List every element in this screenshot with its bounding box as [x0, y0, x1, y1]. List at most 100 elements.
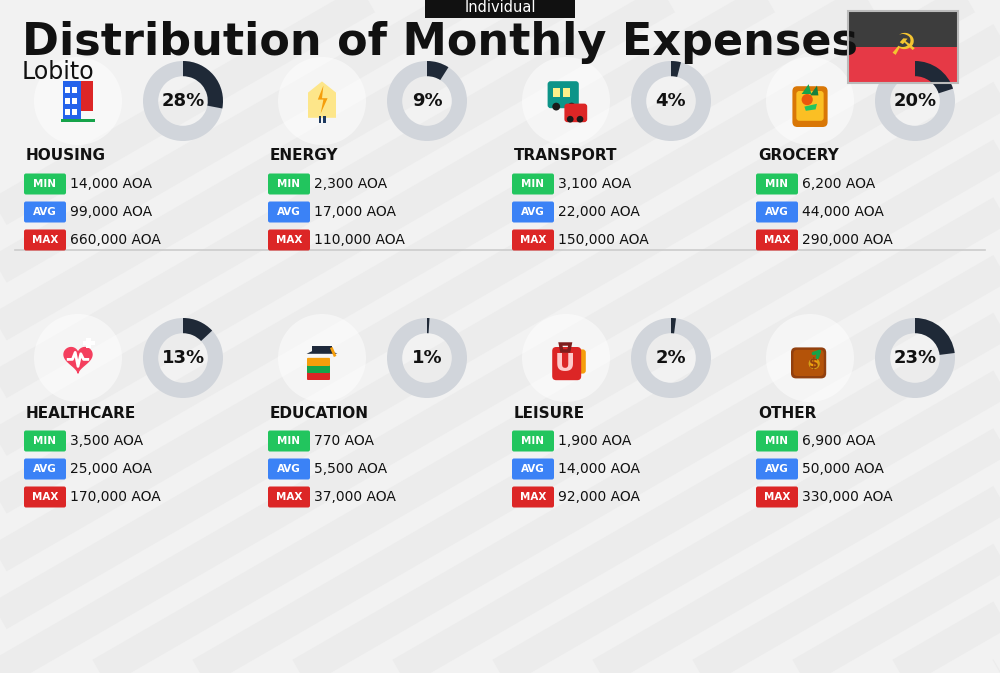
Circle shape: [802, 94, 813, 105]
Text: AVG: AVG: [521, 464, 545, 474]
Circle shape: [809, 358, 820, 369]
Polygon shape: [810, 85, 818, 96]
FancyBboxPatch shape: [425, 0, 575, 18]
Bar: [83, 341, 95, 345]
FancyBboxPatch shape: [512, 431, 554, 452]
Text: 92,000 AOA: 92,000 AOA: [558, 490, 640, 504]
Polygon shape: [802, 84, 811, 94]
Text: 22,000 AOA: 22,000 AOA: [558, 205, 640, 219]
Text: 50,000 AOA: 50,000 AOA: [802, 462, 884, 476]
Text: MIN: MIN: [34, 179, 56, 189]
Text: 13%: 13%: [161, 349, 205, 367]
FancyBboxPatch shape: [268, 229, 310, 250]
FancyBboxPatch shape: [512, 174, 554, 194]
Text: HOUSING: HOUSING: [26, 149, 106, 164]
Text: 99,000 AOA: 99,000 AOA: [70, 205, 152, 219]
Polygon shape: [318, 85, 328, 114]
Wedge shape: [875, 318, 955, 398]
Text: MAX: MAX: [276, 235, 302, 245]
Polygon shape: [804, 104, 817, 111]
Text: 37,000 AOA: 37,000 AOA: [314, 490, 396, 504]
Text: MAX: MAX: [520, 235, 546, 245]
Text: 44,000 AOA: 44,000 AOA: [802, 205, 884, 219]
Text: 2,300 AOA: 2,300 AOA: [314, 177, 387, 191]
FancyBboxPatch shape: [268, 458, 310, 479]
Wedge shape: [915, 61, 953, 94]
Text: AVG: AVG: [277, 207, 301, 217]
Text: 14,000 AOA: 14,000 AOA: [558, 462, 640, 476]
Text: MAX: MAX: [764, 235, 790, 245]
FancyBboxPatch shape: [512, 487, 554, 507]
Text: MIN: MIN: [278, 179, 300, 189]
Text: GROCERY: GROCERY: [758, 149, 839, 164]
FancyBboxPatch shape: [307, 358, 330, 366]
Bar: [72, 87, 77, 93]
Wedge shape: [631, 61, 711, 141]
Bar: [319, 116, 321, 123]
Text: 170,000 AOA: 170,000 AOA: [70, 490, 161, 504]
Text: 1,900 AOA: 1,900 AOA: [558, 434, 631, 448]
FancyBboxPatch shape: [848, 47, 958, 83]
FancyBboxPatch shape: [307, 372, 330, 380]
Text: 4%: 4%: [656, 92, 686, 110]
Wedge shape: [671, 61, 681, 77]
FancyBboxPatch shape: [268, 201, 310, 223]
Circle shape: [577, 116, 583, 122]
Text: 110,000 AOA: 110,000 AOA: [314, 233, 405, 247]
Text: OTHER: OTHER: [758, 406, 816, 421]
Wedge shape: [387, 318, 467, 398]
Polygon shape: [308, 81, 336, 118]
Text: MIN: MIN: [34, 436, 56, 446]
Text: 6,200 AOA: 6,200 AOA: [802, 177, 875, 191]
Text: 3,100 AOA: 3,100 AOA: [558, 177, 631, 191]
Circle shape: [552, 103, 560, 110]
Text: TRANSPORT: TRANSPORT: [514, 149, 618, 164]
Bar: [553, 88, 560, 97]
Wedge shape: [915, 318, 955, 355]
Text: MAX: MAX: [32, 492, 58, 502]
FancyBboxPatch shape: [24, 487, 66, 507]
Bar: [63, 81, 81, 120]
FancyBboxPatch shape: [756, 229, 798, 250]
Text: MIN: MIN: [766, 179, 788, 189]
FancyBboxPatch shape: [756, 431, 798, 452]
Bar: [72, 110, 77, 115]
Text: HEALTHCARE: HEALTHCARE: [26, 406, 136, 421]
Text: 150,000 AOA: 150,000 AOA: [558, 233, 649, 247]
Text: 290,000 AOA: 290,000 AOA: [802, 233, 893, 247]
Text: AVG: AVG: [277, 464, 301, 474]
FancyBboxPatch shape: [512, 201, 554, 223]
Wedge shape: [183, 318, 212, 341]
Text: MAX: MAX: [764, 492, 790, 502]
Text: U: U: [554, 351, 575, 376]
Circle shape: [811, 360, 818, 367]
Text: MIN: MIN: [278, 436, 300, 446]
Text: 25,000 AOA: 25,000 AOA: [70, 462, 152, 476]
FancyBboxPatch shape: [24, 229, 66, 250]
FancyBboxPatch shape: [564, 104, 587, 122]
Text: AVG: AVG: [33, 207, 57, 217]
Bar: [65, 98, 70, 104]
FancyBboxPatch shape: [756, 201, 798, 223]
FancyBboxPatch shape: [793, 350, 824, 376]
Wedge shape: [143, 318, 223, 398]
Text: ENERGY: ENERGY: [270, 149, 338, 164]
Text: 23%: 23%: [893, 349, 937, 367]
Circle shape: [278, 314, 366, 402]
Text: 1%: 1%: [412, 349, 442, 367]
Text: LEISURE: LEISURE: [514, 406, 585, 421]
Circle shape: [567, 116, 574, 122]
Text: MAX: MAX: [32, 235, 58, 245]
Bar: [65, 110, 70, 115]
Text: 6,900 AOA: 6,900 AOA: [802, 434, 875, 448]
FancyBboxPatch shape: [24, 201, 66, 223]
Circle shape: [278, 57, 366, 145]
Bar: [312, 346, 332, 352]
Wedge shape: [671, 318, 676, 333]
Wedge shape: [427, 61, 448, 80]
Circle shape: [34, 314, 122, 402]
Bar: [323, 116, 326, 123]
Text: 28%: 28%: [161, 92, 205, 110]
FancyBboxPatch shape: [512, 229, 554, 250]
Bar: [61, 118, 95, 122]
